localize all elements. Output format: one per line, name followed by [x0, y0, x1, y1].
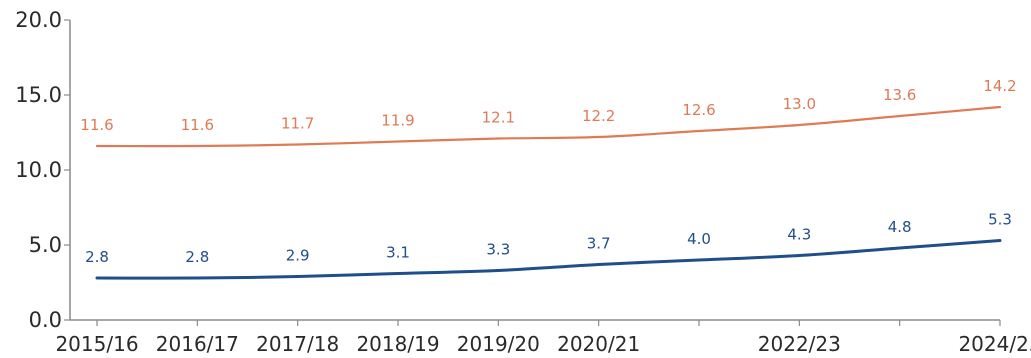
- data-label: 11.6: [80, 116, 113, 134]
- x-tick-label: 2017/18: [256, 332, 339, 356]
- data-label: 3.3: [486, 241, 510, 259]
- data-label: 5.3: [988, 211, 1012, 229]
- data-label: 12.1: [482, 109, 515, 127]
- data-label: 2.8: [85, 248, 109, 266]
- y-tick-label: 15.0: [15, 83, 62, 107]
- x-tick-label: 2022/23: [758, 332, 841, 356]
- x-tick-label: 2019/20: [457, 332, 540, 356]
- data-label: 4.3: [787, 226, 811, 244]
- series-layer: [95, 105, 1002, 280]
- data-label: 3.1: [386, 244, 410, 262]
- data-label: 4.0: [687, 230, 711, 248]
- data-label: 4.8: [888, 218, 912, 236]
- series-line-2: [95, 239, 1002, 280]
- x-tick-label: 2020/21: [557, 332, 640, 356]
- data-label: 2.9: [286, 247, 310, 265]
- data-label: 12.2: [582, 107, 615, 125]
- y-axis: 0.0 5.0 10.0 15.0 20.0: [15, 8, 71, 332]
- y-tick-label: 0.0: [29, 308, 62, 332]
- y-tick-label: 10.0: [15, 158, 62, 182]
- data-label: 11.7: [281, 115, 314, 133]
- data-label: 3.7: [587, 235, 611, 253]
- x-tick-label: 2016/17: [156, 332, 239, 356]
- data-label: 11.6: [181, 116, 214, 134]
- series-line-1: [95, 105, 1002, 148]
- y-tick-label: 20.0: [15, 8, 62, 32]
- x-tick-label: 2015/16: [55, 332, 138, 356]
- y-tick-label: 5.0: [29, 233, 62, 257]
- data-label: 2.8: [185, 248, 209, 266]
- data-label: 11.9: [381, 112, 414, 130]
- x-tick-label: 2018/19: [356, 332, 439, 356]
- x-axis: 2015/16 2016/17 2017/18 2018/19 2019/20 2020/…: [55, 319, 1031, 356]
- data-label: 13.6: [883, 86, 916, 104]
- data-labels: 11.6 11.6 11.7 11.9 12.1 12.2 12.6 13.0 13.6 14.2…: [80, 77, 1016, 266]
- data-label: 12.6: [682, 101, 715, 119]
- data-label: 13.0: [783, 95, 816, 113]
- data-label: 14.2: [983, 77, 1016, 95]
- x-tick-label: 2024/25: [958, 332, 1031, 356]
